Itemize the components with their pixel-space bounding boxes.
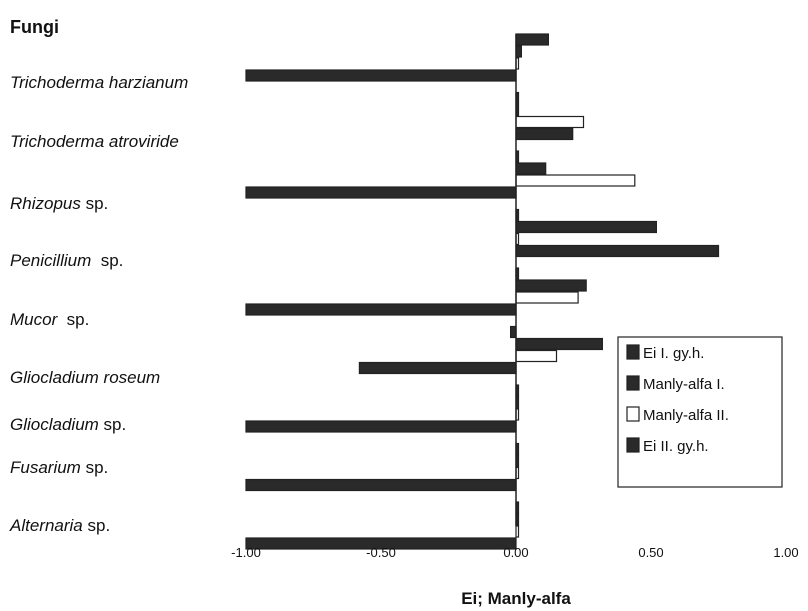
category-label-5: Gliocladium roseum: [10, 368, 160, 387]
bar-3-8: [245, 537, 517, 550]
legend: Ei I. gy.h. Manly-alfa I. Manly-alfa II. Ei…: [617, 336, 783, 488]
bar-2-4: [515, 291, 579, 304]
legend-swatch-0: [626, 344, 640, 360]
bar-2-2: [515, 174, 636, 187]
category-label-4: Mucor sp.: [10, 310, 89, 329]
category-name-1: Trichoderma atroviride: [10, 132, 179, 151]
category-suffix-8: sp.: [83, 516, 110, 535]
bar-0-5: [510, 325, 517, 339]
category-labels: Trichoderma harzianum Trichoderma atrovir…: [9, 73, 188, 535]
legend-swatch-1: [626, 375, 640, 391]
bar-3-3: [515, 244, 720, 258]
category-name-0: Trichoderma harzianum: [10, 73, 188, 92]
legend-label-3: Ei II. gy.h.: [643, 438, 709, 455]
bar-3-4: [245, 303, 517, 316]
legend-swatch-3: [626, 437, 640, 453]
bar-3-5: [358, 361, 517, 375]
bars-group: [245, 33, 720, 550]
legend-label-0: Ei I. gy.h.: [643, 345, 704, 362]
bar-0-0: [515, 33, 550, 46]
bar-3-1: [515, 127, 574, 141]
bar-1-2: [515, 162, 547, 175]
x-tick-label-0: -1.00: [231, 545, 261, 560]
x-tick-label-1: -0.50: [366, 545, 396, 560]
legend-label-2: Manly-alfa II.: [643, 407, 729, 424]
category-name-6: Gliocladium: [10, 415, 99, 434]
bar-1-0: [515, 45, 523, 58]
bar-3-2: [245, 186, 517, 199]
category-label-8: Alternaria sp.: [9, 516, 110, 535]
bar-2-1: [515, 115, 585, 129]
bar-1-3: [515, 220, 657, 234]
legend-box: [617, 336, 783, 488]
category-name-2: Rhizopus: [10, 194, 81, 213]
category-label-1: Trichoderma atroviride: [10, 132, 179, 151]
category-label-3: Penicillium sp.: [10, 251, 123, 270]
category-name-5: Gliocladium roseum: [10, 368, 160, 387]
bar-2-8: [515, 525, 520, 538]
category-suffix-6: sp.: [99, 415, 126, 434]
category-suffix-4: sp.: [57, 310, 89, 329]
category-label-2: Rhizopus sp.: [10, 194, 108, 213]
x-tick-label-3: 0.50: [638, 545, 663, 560]
category-suffix-2: sp.: [81, 194, 108, 213]
category-label-0: Trichoderma harzianum: [10, 73, 188, 92]
category-name-4: Mucor: [10, 310, 59, 329]
legend-swatch-2: [626, 406, 640, 422]
legend-label-1: Manly-alfa I.: [643, 376, 725, 393]
category-name-8: Alternaria: [9, 516, 83, 535]
category-label-7: Fusarium sp.: [10, 458, 108, 477]
bar-3-7: [245, 478, 517, 492]
category-name-3: Penicillium: [10, 251, 91, 270]
x-tick-label-4: 1.00: [773, 545, 798, 560]
x-axis-ticks: -1.00 -0.50 0.00 0.50 1.00: [231, 545, 798, 560]
category-suffix-3: sp.: [91, 251, 123, 270]
bar-3-0: [245, 69, 517, 82]
category-label-6: Gliocladium sp.: [10, 415, 126, 434]
x-tick-label-2: 0.00: [503, 545, 528, 560]
chart-title: Fungi: [10, 17, 59, 37]
bar-1-4: [515, 279, 587, 292]
bar-2-5: [515, 349, 558, 363]
bar-3-6: [245, 420, 517, 433]
x-axis-title: Ei; Manly-alfa: [461, 589, 571, 608]
bar-1-5: [515, 337, 604, 351]
category-suffix-7: sp.: [81, 458, 108, 477]
category-name-7: Fusarium: [10, 458, 81, 477]
